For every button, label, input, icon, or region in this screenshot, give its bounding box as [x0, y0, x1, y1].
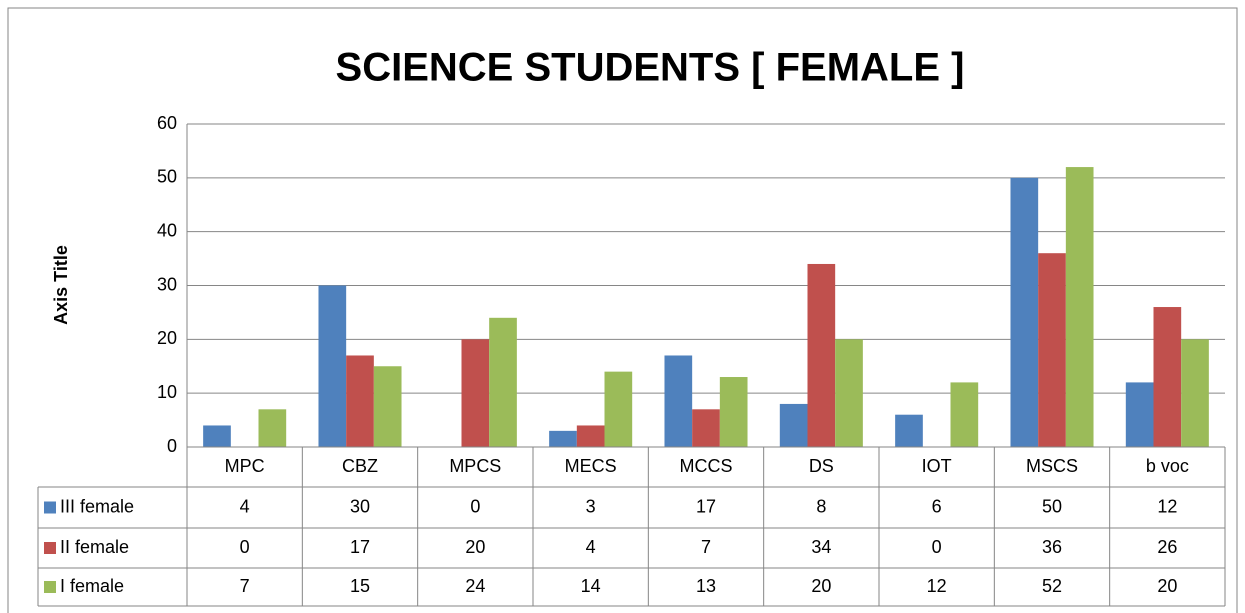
bar	[664, 355, 693, 447]
bar	[895, 414, 923, 447]
table-cell: 14	[581, 576, 601, 596]
legend-label: II female	[60, 537, 129, 557]
bar	[807, 263, 836, 447]
legend-label: III female	[60, 496, 134, 516]
table-cell: 52	[1042, 576, 1062, 596]
bar	[549, 430, 577, 447]
table-cell: 0	[932, 537, 942, 557]
table-cell: 24	[465, 576, 485, 596]
y-tick-label: 60	[157, 113, 177, 133]
x-tick-label: MECS	[565, 456, 617, 476]
table-cell: 15	[350, 576, 370, 596]
bar	[950, 382, 979, 447]
bar	[1153, 307, 1182, 447]
bar	[1065, 167, 1094, 448]
y-tick-label: 30	[157, 274, 177, 294]
table-cell: 0	[470, 496, 480, 516]
table-cell: 6	[932, 496, 942, 516]
table-cell: 7	[240, 576, 250, 596]
x-tick-label: MPC	[225, 456, 265, 476]
bar	[373, 366, 402, 447]
table-cell: 26	[1157, 537, 1177, 557]
x-tick-label: IOT	[922, 456, 952, 476]
bar	[692, 409, 720, 447]
table-cell: 4	[240, 496, 250, 516]
bar	[1181, 339, 1209, 447]
bar	[779, 403, 808, 447]
x-tick-label: MCCS	[680, 456, 733, 476]
legend-label: I female	[60, 576, 124, 596]
x-tick-label: MPCS	[449, 456, 501, 476]
table-cell: 7	[701, 537, 711, 557]
table-cell: 20	[1157, 576, 1177, 596]
y-tick-label: 40	[157, 220, 177, 240]
table-cell: 36	[1042, 537, 1062, 557]
bar	[346, 355, 374, 447]
bar	[835, 339, 863, 447]
table-cell: 8	[816, 496, 826, 516]
bar	[1125, 382, 1154, 447]
table-cell: 12	[927, 576, 947, 596]
table-cell: 20	[811, 576, 831, 596]
table-cell: 12	[1157, 496, 1177, 516]
bar	[203, 425, 231, 447]
legend-key	[44, 501, 56, 514]
table-cell: 17	[696, 496, 716, 516]
x-tick-label: MSCS	[1026, 456, 1078, 476]
y-tick-label: 50	[157, 167, 177, 187]
y-tick-label: 10	[157, 382, 177, 402]
table-cell: 30	[350, 496, 370, 516]
table-cell: 50	[1042, 496, 1062, 516]
bar	[719, 377, 748, 447]
table-cell: 17	[350, 537, 370, 557]
bar	[489, 317, 517, 447]
table-cell: 13	[696, 576, 716, 596]
table-cell: 34	[811, 537, 831, 557]
x-tick-label: DS	[809, 456, 834, 476]
bar	[461, 339, 490, 447]
chart-title: SCIENCE STUDENTS [ FEMALE ]	[336, 46, 965, 90]
bar	[258, 409, 287, 447]
x-tick-label: CBZ	[342, 456, 378, 476]
legend-key	[44, 542, 56, 554]
bar	[576, 425, 605, 447]
x-tick-label: b voc	[1146, 456, 1189, 476]
bar	[1010, 177, 1039, 448]
legend-key	[44, 581, 56, 593]
bar	[604, 371, 633, 447]
y-tick-label: 20	[157, 328, 177, 348]
table-cell: 20	[465, 537, 485, 557]
y-tick-label: 0	[167, 436, 177, 456]
bar	[318, 285, 347, 447]
table-cell: 0	[240, 537, 250, 557]
table-cell: 4	[586, 537, 596, 557]
y-axis-title: Axis Title	[51, 245, 71, 325]
bar	[1038, 253, 1066, 447]
table-cell: 3	[586, 496, 596, 516]
